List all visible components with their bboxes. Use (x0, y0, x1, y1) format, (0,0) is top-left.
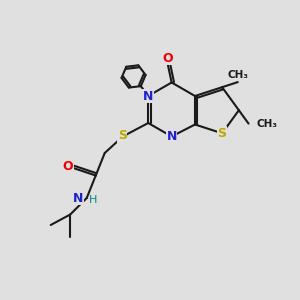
Text: S: S (218, 127, 226, 140)
Text: N: N (73, 191, 83, 205)
Text: N: N (167, 130, 177, 143)
Text: O: O (62, 160, 73, 173)
Text: CH₃: CH₃ (257, 118, 278, 129)
Text: O: O (162, 52, 173, 64)
Text: N: N (143, 89, 153, 103)
Text: S: S (118, 129, 127, 142)
Text: H: H (89, 195, 98, 206)
Text: CH₃: CH₃ (227, 70, 248, 80)
